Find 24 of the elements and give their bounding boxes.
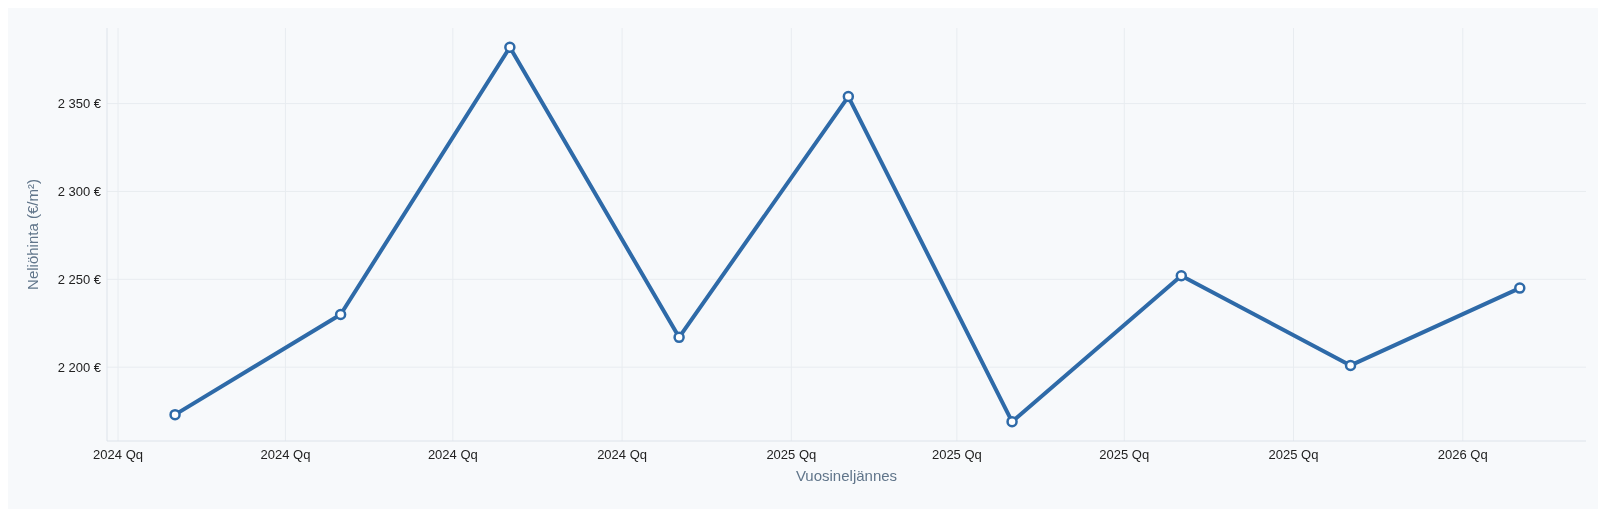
y-tick-label: 2 350 €: [57, 96, 102, 112]
x-tick-label: 2024 Qq: [597, 447, 648, 462]
x-axis-title: Vuosineljännes: [795, 467, 898, 484]
point: [1006, 415, 1018, 428]
y-axis-title: Neliöhinta (€/m²): [24, 179, 41, 290]
x-tick-label: 2024 Qq: [427, 447, 478, 462]
point: [1344, 359, 1357, 372]
point: [504, 41, 516, 54]
point: [673, 331, 685, 344]
y-tick-label: 2 250 €: [57, 271, 102, 287]
point: [1514, 282, 1526, 294]
x-tick-label: 2024 Qq: [260, 447, 311, 462]
x-tick-label: 2024 Qq: [93, 447, 143, 462]
x-tick-label: 2026 Qq: [1437, 447, 1488, 462]
x-tick-label: 2025 Qq: [1099, 447, 1150, 462]
point: [169, 408, 181, 421]
x-tick-label: 2025 Qq: [766, 447, 817, 462]
y-tick-label: 2 200 €: [57, 359, 102, 375]
y-tick-label: 2 300 €: [57, 183, 102, 199]
point: [842, 90, 855, 103]
x-tick-label: 2025 Qq: [1268, 447, 1319, 462]
point: [1175, 270, 1188, 282]
x-tick-label: 2025 Qq: [931, 447, 982, 462]
point: [334, 308, 347, 321]
